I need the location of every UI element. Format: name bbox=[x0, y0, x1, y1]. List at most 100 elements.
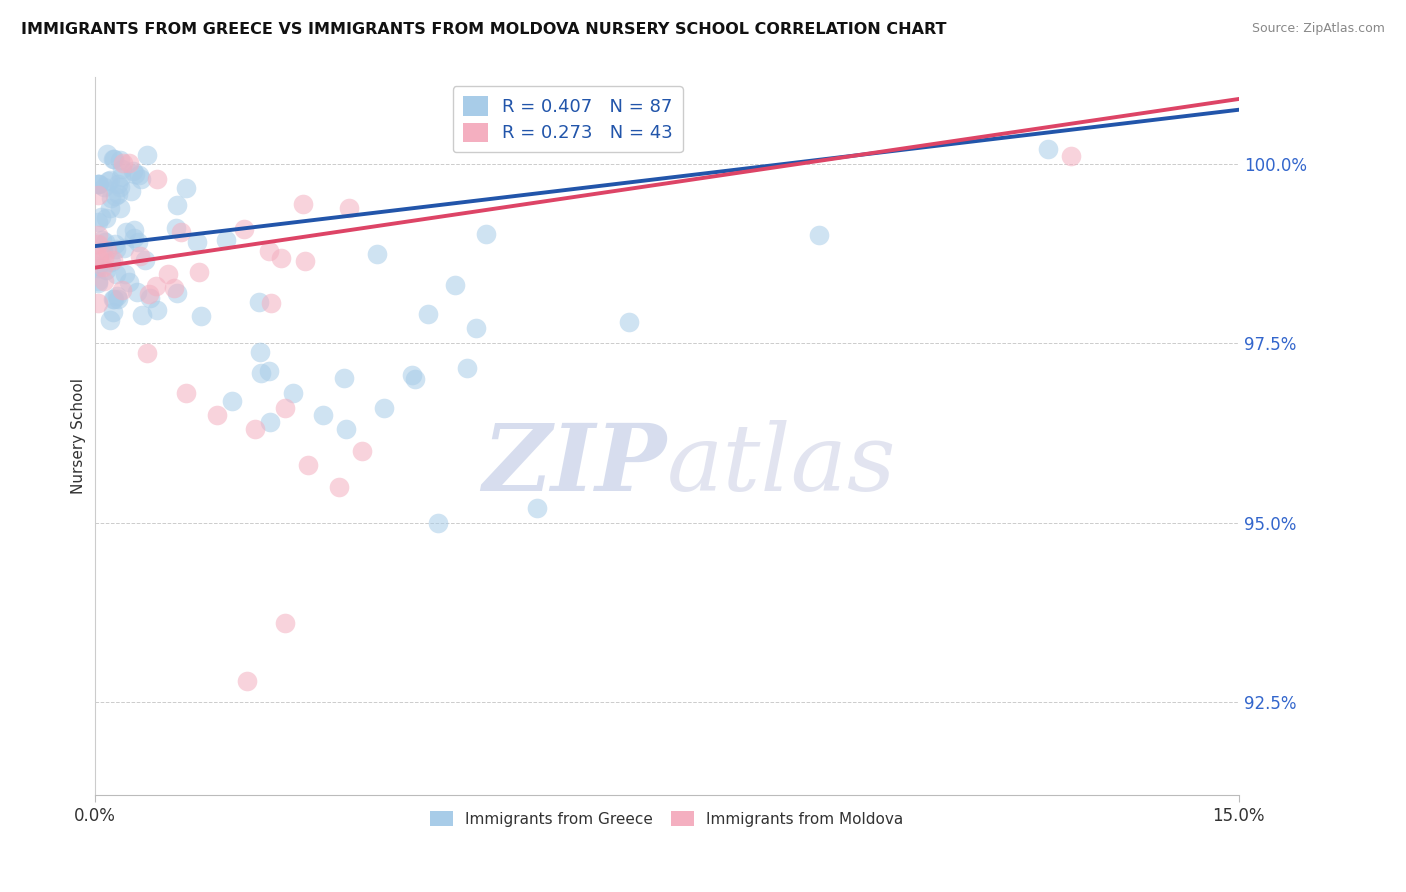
Point bbox=[120, 184, 142, 198]
Point bbox=[87, 249, 110, 263]
Point bbox=[808, 228, 831, 243]
Point bbox=[94, 235, 117, 249]
Point bbox=[294, 254, 316, 268]
Point bbox=[111, 161, 134, 176]
Point bbox=[87, 274, 110, 288]
Point bbox=[100, 191, 122, 205]
Point bbox=[93, 180, 115, 194]
Legend: Immigrants from Greece, Immigrants from Moldova: Immigrants from Greece, Immigrants from … bbox=[422, 803, 911, 834]
Point bbox=[270, 252, 292, 266]
Point bbox=[187, 265, 209, 279]
Point bbox=[128, 169, 150, 183]
Point bbox=[103, 153, 125, 167]
Point bbox=[93, 275, 115, 289]
Point bbox=[112, 156, 135, 170]
Point bbox=[124, 167, 146, 181]
Point bbox=[107, 178, 129, 192]
Point bbox=[260, 295, 283, 310]
Point bbox=[350, 443, 373, 458]
Point bbox=[127, 235, 149, 249]
Point bbox=[165, 221, 187, 235]
Point bbox=[281, 386, 304, 401]
Point bbox=[166, 286, 188, 301]
Point bbox=[297, 458, 319, 472]
Text: Source: ZipAtlas.com: Source: ZipAtlas.com bbox=[1251, 22, 1385, 36]
Point bbox=[98, 201, 121, 215]
Point bbox=[94, 211, 117, 226]
Point bbox=[236, 673, 259, 688]
Point bbox=[138, 287, 160, 301]
Point bbox=[111, 283, 134, 297]
Point bbox=[366, 247, 388, 261]
Point bbox=[401, 368, 423, 382]
Point bbox=[104, 242, 127, 256]
Point bbox=[274, 616, 297, 631]
Point bbox=[108, 201, 131, 215]
Point bbox=[105, 267, 128, 281]
Point bbox=[101, 292, 124, 306]
Point bbox=[249, 366, 271, 380]
Point bbox=[87, 261, 110, 276]
Point bbox=[526, 501, 548, 516]
Point bbox=[100, 313, 122, 327]
Point bbox=[105, 289, 128, 303]
Point bbox=[243, 422, 266, 436]
Point bbox=[87, 215, 110, 229]
Point bbox=[129, 171, 152, 186]
Point bbox=[157, 267, 180, 281]
Point bbox=[465, 321, 488, 335]
Point bbox=[163, 281, 186, 295]
Point bbox=[176, 181, 198, 195]
Point bbox=[91, 243, 114, 257]
Point bbox=[122, 231, 145, 245]
Point bbox=[205, 408, 228, 422]
Point bbox=[108, 153, 131, 167]
Point bbox=[103, 293, 125, 307]
Point bbox=[328, 480, 350, 494]
Text: ZIP: ZIP bbox=[482, 420, 666, 510]
Point bbox=[118, 275, 141, 289]
Point bbox=[214, 233, 236, 247]
Point bbox=[259, 364, 281, 378]
Point bbox=[335, 422, 357, 436]
Point bbox=[186, 235, 208, 249]
Point bbox=[332, 370, 354, 384]
Point bbox=[292, 197, 315, 211]
Point bbox=[1036, 142, 1059, 156]
Point bbox=[107, 186, 129, 201]
Point bbox=[87, 187, 110, 202]
Point bbox=[426, 516, 449, 530]
Point bbox=[259, 415, 281, 429]
Point bbox=[96, 262, 118, 277]
Point bbox=[101, 305, 124, 319]
Point bbox=[190, 309, 212, 323]
Point bbox=[90, 210, 112, 224]
Point bbox=[87, 236, 110, 251]
Point bbox=[87, 178, 110, 192]
Point bbox=[135, 345, 157, 359]
Point bbox=[274, 401, 297, 415]
Point bbox=[337, 201, 360, 215]
Point bbox=[257, 244, 280, 259]
Point bbox=[87, 276, 110, 290]
Point bbox=[128, 249, 150, 263]
Point bbox=[134, 252, 156, 267]
Point bbox=[96, 243, 118, 257]
Point bbox=[404, 372, 426, 386]
Point bbox=[456, 360, 478, 375]
Point bbox=[131, 308, 153, 322]
Point bbox=[87, 252, 110, 267]
Point bbox=[617, 314, 640, 328]
Point bbox=[145, 279, 167, 293]
Point bbox=[146, 172, 169, 186]
Point bbox=[87, 296, 110, 310]
Point bbox=[100, 255, 122, 269]
Point bbox=[96, 174, 118, 188]
Point bbox=[166, 198, 188, 212]
Point bbox=[93, 251, 115, 265]
Point bbox=[104, 237, 127, 252]
Point bbox=[122, 223, 145, 237]
Point bbox=[121, 163, 143, 178]
Point bbox=[125, 285, 148, 300]
Point bbox=[249, 345, 271, 359]
